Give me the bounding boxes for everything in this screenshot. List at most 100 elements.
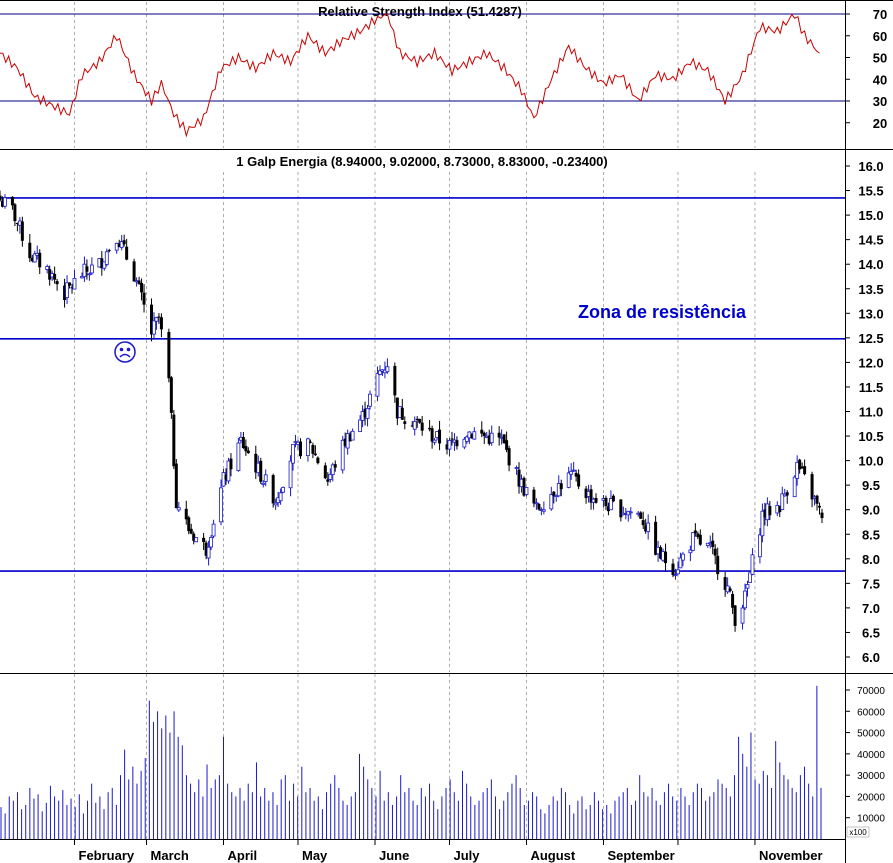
candle-body xyxy=(489,432,494,444)
candle-body xyxy=(271,475,275,504)
candle-body xyxy=(125,246,129,260)
rsi-series-line xyxy=(0,13,820,138)
candle-body xyxy=(70,287,74,289)
candle-body xyxy=(748,572,752,583)
candle-body xyxy=(273,502,278,506)
candle-body xyxy=(306,438,310,457)
month-label: April xyxy=(228,848,258,863)
candle-body xyxy=(395,397,399,419)
candle-body xyxy=(589,489,593,503)
candle-body xyxy=(157,316,161,318)
candle-body xyxy=(72,277,77,290)
candle-body xyxy=(154,317,159,322)
candle-body xyxy=(400,407,404,420)
month-label: November xyxy=(759,848,823,863)
frown-face-icon xyxy=(114,341,136,363)
candle-body xyxy=(462,438,467,448)
volume-bars xyxy=(0,685,822,839)
candle-body xyxy=(818,505,822,508)
candle-body xyxy=(480,429,484,434)
candle-body xyxy=(594,497,598,503)
volume-unit-label: x100 xyxy=(849,828,867,837)
candle-body xyxy=(89,264,94,274)
candle-body xyxy=(681,553,685,561)
price-tick-label: 15.0 xyxy=(858,208,883,223)
month-label: August xyxy=(530,848,575,863)
candle-body xyxy=(32,253,37,263)
candle-body xyxy=(758,534,762,558)
volume-tick-label: 60000 xyxy=(857,707,885,718)
candle-body xyxy=(403,421,407,424)
candle-body xyxy=(229,458,233,470)
candle-body xyxy=(418,418,422,423)
candle-body xyxy=(152,320,156,335)
candle-body xyxy=(646,522,651,532)
candle-body xyxy=(167,331,171,379)
candle-body xyxy=(236,442,241,471)
candle-body xyxy=(10,196,14,206)
candle-body xyxy=(343,438,347,446)
candle-body xyxy=(537,504,541,510)
candle-body xyxy=(514,467,519,469)
candle-body xyxy=(63,285,67,300)
candle-body xyxy=(291,443,295,464)
price-tick-label: 6.5 xyxy=(862,625,880,640)
candle-body xyxy=(574,472,578,477)
month-label: June xyxy=(379,848,409,863)
candle-body xyxy=(15,222,19,224)
candle-body xyxy=(189,528,193,534)
candle-body xyxy=(450,438,454,440)
candle-body xyxy=(3,197,7,207)
candle-body xyxy=(104,251,109,265)
candle-body xyxy=(750,554,755,575)
candle-body xyxy=(412,421,417,430)
candle-body xyxy=(68,282,72,286)
candle-body xyxy=(420,422,424,431)
price-level-lines xyxy=(0,197,845,572)
candle-body xyxy=(584,488,588,499)
price-tick-label: 12.0 xyxy=(858,355,883,370)
candle-body xyxy=(13,204,17,222)
candle-body xyxy=(711,540,715,548)
candle-body xyxy=(219,487,223,523)
candle-body xyxy=(38,252,42,268)
candle-body xyxy=(326,479,330,482)
month-label: February xyxy=(79,848,135,863)
candle-body xyxy=(690,532,695,551)
candle-body xyxy=(502,434,506,444)
candle-body xyxy=(524,487,529,496)
candle-body xyxy=(368,393,372,407)
candle-body xyxy=(261,482,266,485)
candle-body xyxy=(428,427,432,430)
candle-body xyxy=(532,489,536,504)
candle-body xyxy=(534,502,539,505)
candle-body xyxy=(768,506,772,516)
candle-body xyxy=(137,280,141,284)
candle-body xyxy=(810,474,814,500)
candle-body xyxy=(55,281,59,285)
candle-body xyxy=(340,439,345,471)
candle-body xyxy=(87,273,92,276)
candle-body xyxy=(723,577,727,590)
candle-body xyxy=(375,373,380,397)
candle-body xyxy=(678,557,683,569)
candle-body xyxy=(365,408,370,419)
price-tick-label: 11.0 xyxy=(859,405,884,420)
volume-tick-label: 10000 xyxy=(857,814,885,825)
volume-tick-label: 50000 xyxy=(857,729,885,740)
price-tick-label: 7.5 xyxy=(862,576,880,591)
candle-body xyxy=(30,257,34,262)
candle-body xyxy=(541,509,546,512)
candle-body xyxy=(507,448,511,466)
candle-body xyxy=(559,483,563,490)
candle-body xyxy=(184,508,188,520)
candle-body xyxy=(348,434,352,442)
candle-body xyxy=(693,530,697,534)
candle-body xyxy=(743,590,747,609)
candle-body xyxy=(140,282,144,293)
candle-body xyxy=(731,593,735,608)
candle-body xyxy=(119,241,124,248)
candle-body xyxy=(763,509,767,518)
candle-body xyxy=(107,250,111,252)
